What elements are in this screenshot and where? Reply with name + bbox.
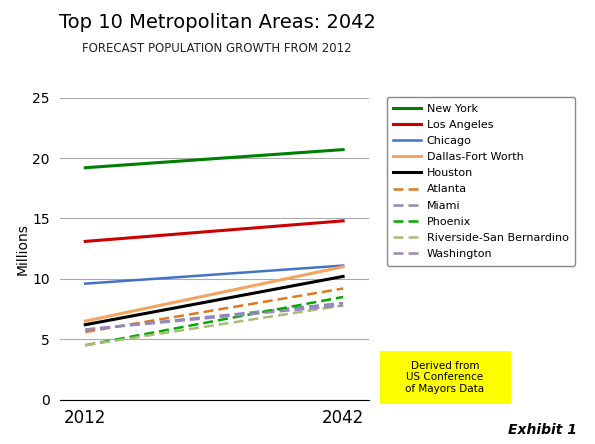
Y-axis label: Millions: Millions [15,223,29,274]
Text: FORECAST POPULATION GROWTH FROM 2012: FORECAST POPULATION GROWTH FROM 2012 [82,42,352,55]
Text: Exhibit 1: Exhibit 1 [508,423,577,437]
Text: Top 10 Metropolitan Areas: 2042: Top 10 Metropolitan Areas: 2042 [59,13,375,32]
Legend: New York, Los Angeles, Chicago, Dallas-Fort Worth, Houston, Atlanta, Miami, Phoe: New York, Los Angeles, Chicago, Dallas-F… [387,97,575,266]
Text: Derived from
US Conference
of Mayors Data: Derived from US Conference of Mayors Dat… [406,361,484,394]
